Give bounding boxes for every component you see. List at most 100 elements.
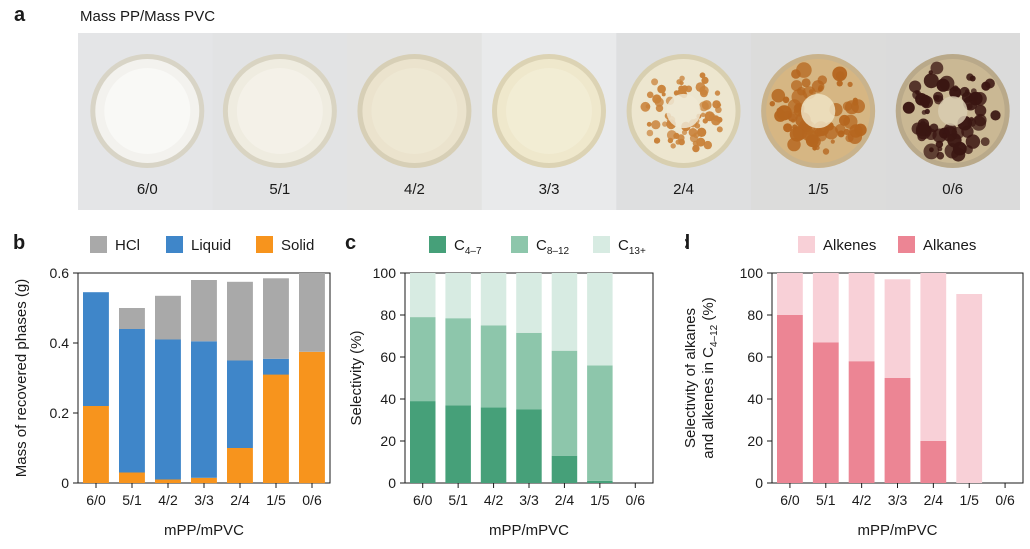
bar-segment [299, 273, 325, 352]
x-axis-label: mPP/mPVC [489, 522, 569, 539]
residue-speck [788, 113, 796, 122]
y-tick-label: 0.2 [50, 405, 70, 421]
residue-speck [817, 75, 827, 85]
legend-swatch [511, 236, 528, 253]
chart-d: d Alkenes Alkanes 6/0 5/1 4/2 3/3 2/4 1/5 0/6 0 20 4… [685, 232, 1024, 539]
residue-speck [830, 139, 835, 144]
residue-speck [952, 141, 967, 156]
y-tick-label: 100 [373, 265, 397, 281]
bar-segment [445, 318, 471, 406]
bar-segment [227, 360, 253, 448]
residue-speck [814, 145, 820, 151]
bar-segment [191, 477, 217, 484]
legend-label: Solid [281, 237, 314, 254]
residue-speck [693, 132, 700, 139]
residue-speck [776, 107, 783, 114]
residue-speck [698, 101, 709, 112]
legend-swatch [256, 236, 273, 253]
residue-speck [969, 92, 978, 102]
panel-b-letter: b [13, 232, 25, 254]
legend-label: C8–12 [536, 237, 570, 257]
legend-label: Alkanes [923, 237, 976, 254]
bar-segment [299, 351, 325, 484]
bar-segment [191, 341, 217, 478]
bar-segment [920, 441, 947, 483]
sample-residue [769, 62, 867, 155]
y-tick-label: 20 [747, 433, 763, 449]
y-tick-label: 40 [747, 391, 763, 407]
x-tick-label: 6/0 [780, 492, 800, 508]
residue-speck [666, 130, 677, 140]
residue-speck [990, 110, 1001, 121]
residue-speck [924, 108, 930, 115]
residue-speck [661, 92, 666, 97]
residue-speck [949, 86, 962, 99]
bar-segment [410, 401, 436, 483]
residue-speck [700, 112, 706, 118]
y-tick-label: 60 [747, 349, 763, 365]
bar-segment [410, 273, 436, 318]
residue-speck [791, 69, 801, 79]
y-tick-label: 0.6 [50, 265, 70, 281]
residue-speck [967, 118, 977, 127]
residue-speck [782, 96, 790, 104]
residue-speck [984, 78, 995, 89]
legend-label: Alkenes [823, 237, 876, 254]
residue-speck [673, 90, 680, 96]
residue-speck [654, 97, 664, 107]
bar-segment [445, 405, 471, 483]
y-tick-label: 100 [740, 265, 764, 281]
residue-speck [851, 99, 865, 114]
x-tick-label: 5/1 [122, 492, 142, 508]
x-tick-label: 4/2 [852, 492, 872, 508]
residue-speck [805, 134, 819, 148]
residue-speck [651, 78, 659, 86]
bar-segment [191, 280, 217, 342]
chart-c: c C4–7 C8–12 C13+ 6/0 5/1 4/2 3/3 2/4 1/5 0/6 0 20 40… [345, 232, 654, 539]
residue-speck [654, 139, 659, 144]
panel-d-letter: d [685, 232, 690, 254]
bar-segment [587, 365, 613, 481]
y-axis-label-line1: Selectivity of alkanes [685, 308, 699, 448]
residue-speck [942, 133, 947, 138]
legend-swatch [90, 236, 107, 253]
x-axis-label: mPP/mPVC [164, 522, 244, 539]
residue-speck [670, 143, 676, 149]
residue-speck [696, 137, 706, 147]
y-tick-label: 80 [747, 307, 763, 323]
bar-segment [155, 339, 181, 480]
residue-speck [646, 91, 654, 99]
legend-label: C13+ [618, 237, 646, 257]
residue-speck [651, 120, 661, 130]
residue-speck [791, 80, 803, 92]
residue-speck [700, 89, 708, 98]
residue-speck [679, 75, 685, 81]
x-tick-label: 5/1 [816, 492, 836, 508]
residue-speck [933, 91, 944, 102]
y-axis-label: Selectivity (%) [348, 330, 365, 425]
bar-segment [480, 325, 507, 408]
panel-a-letter: a [14, 4, 26, 26]
residue-speck [692, 144, 700, 153]
sample-photo-strip: 6/0 5/1 4/2 3/3 2/4 1/5 0/6 [78, 33, 1020, 210]
legend-swatch [898, 236, 915, 253]
residue-speck [699, 72, 706, 79]
x-tick-label: 3/3 [194, 492, 214, 508]
residue-speck [696, 127, 707, 137]
x-tick-label: 4/2 [158, 492, 178, 508]
residue-speck [974, 104, 987, 117]
bar-segment [83, 406, 109, 483]
bar-segment [445, 273, 471, 319]
residue-speck [716, 126, 723, 133]
residue-speck [917, 132, 927, 142]
bar-segment [119, 308, 145, 329]
legend-label: Liquid [191, 237, 231, 254]
sample-label: 5/1 [269, 181, 290, 198]
residue-speck [951, 126, 964, 140]
residue-speck [836, 80, 843, 87]
sample-label: 3/3 [539, 181, 560, 198]
bar-segment [119, 472, 145, 483]
legend-swatch [798, 236, 815, 253]
legend-label: C4–7 [454, 237, 482, 257]
residue-speck [843, 128, 850, 135]
